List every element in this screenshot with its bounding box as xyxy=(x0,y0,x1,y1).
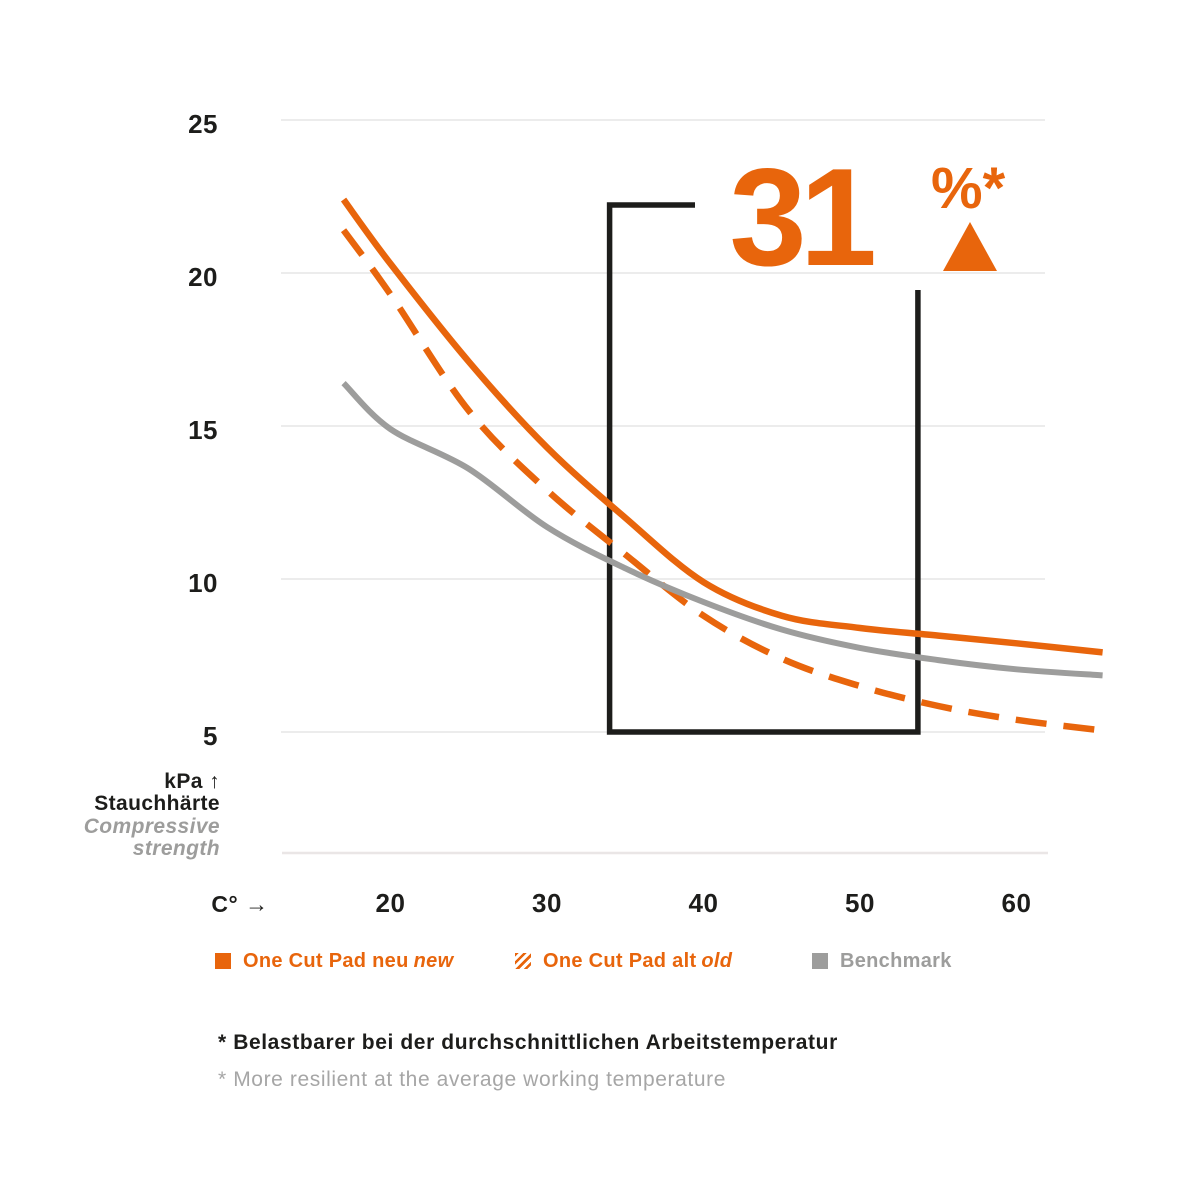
y-tick-label-5: 5 xyxy=(203,721,218,751)
annotation-value: 31 xyxy=(729,140,877,295)
legend-item-benchmark: Benchmark xyxy=(812,949,952,973)
annotation-unit: %* xyxy=(931,156,1006,221)
y-axis-title-de: Stauchhärte xyxy=(94,792,220,816)
up-triangle-icon xyxy=(943,222,997,271)
legend-swatch-alt-icon xyxy=(515,953,531,969)
y-axis-title: kPa ↑ Stauchhärte Compressive strength xyxy=(40,770,220,860)
legend-label-benchmark: Benchmark xyxy=(840,949,952,972)
y-tick-label-25: 25 xyxy=(188,109,218,139)
y-tick-label-20: 20 xyxy=(188,262,218,292)
curve-one-cut-pad-neu-new xyxy=(340,197,1103,656)
x-axis-unit: C° → xyxy=(211,891,269,917)
x-tick-label-20: 20 xyxy=(375,888,406,918)
x-tick-label-30: 30 xyxy=(532,888,562,918)
x-tick-label-60: 60 xyxy=(1001,888,1032,918)
y-axis-title-en-1: Compressive xyxy=(83,814,220,838)
y-tick-label-10: 10 xyxy=(188,568,218,598)
curve-benchmark xyxy=(341,381,1103,679)
y-axis-title-en-2: strength xyxy=(132,836,220,860)
legend-item-neu: One Cut Pad neu new xyxy=(215,949,453,973)
legend-swatch-neu-icon xyxy=(215,953,231,969)
footnote-german: * Belastbarer bei der durchschnittlichen… xyxy=(218,1031,838,1054)
legend-swatch-benchmark-icon xyxy=(812,953,828,969)
footnote-english: * More resilient at the average working … xyxy=(218,1068,727,1091)
x-tick-label-50: 50 xyxy=(845,888,875,918)
legend-label-alt: One Cut Pad alt old xyxy=(543,949,733,972)
legend-label-neu: One Cut Pad neu new xyxy=(243,949,454,972)
y-axis-unit: kPa ↑ xyxy=(164,770,220,793)
legend-item-alt: One Cut Pad alt old xyxy=(515,949,732,973)
x-tick-label-40: 40 xyxy=(688,888,719,918)
highlight-bracket xyxy=(606,202,921,735)
curve-one-cut-pad-alt-old xyxy=(340,228,1104,734)
y-tick-label-15: 15 xyxy=(188,415,218,445)
